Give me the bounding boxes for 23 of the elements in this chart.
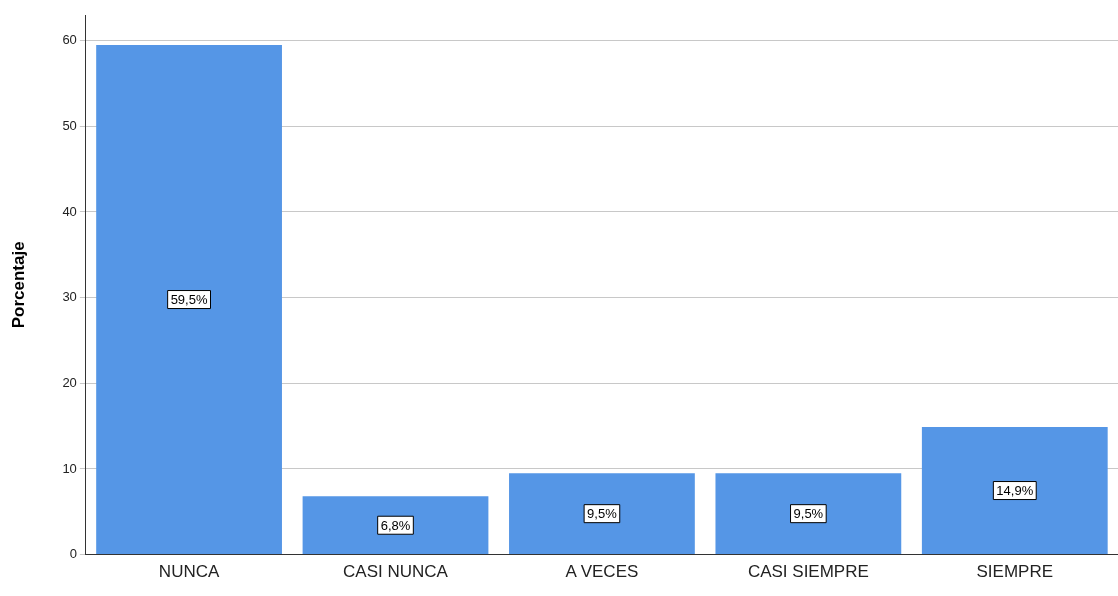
bar (96, 44, 282, 555)
bar (302, 496, 489, 555)
y-tick-label: 20 (62, 374, 77, 390)
bar (509, 473, 695, 555)
y-tick-label: 60 (62, 32, 77, 48)
bar (715, 473, 902, 555)
x-tick-label: CASI NUNCA (343, 562, 449, 582)
y-tick-label: 0 (69, 546, 77, 562)
y-tick-label: 50 (62, 117, 77, 133)
data-label: 9,5% (793, 506, 824, 522)
y-tick-label: 40 (62, 203, 77, 219)
x-tick-label: CASI SIEMPRE (747, 562, 869, 582)
data-label: 14,9% (996, 483, 1034, 499)
y-tick-label: 30 (62, 289, 77, 305)
data-label: 9,5% (587, 506, 618, 522)
bar (921, 426, 1108, 555)
y-tick-label: 10 (62, 460, 77, 476)
x-tick-label: NUNCA (158, 562, 220, 582)
x-tick-label: SIEMPRE (976, 562, 1054, 582)
data-label: 59,5% (170, 292, 208, 308)
y-axis-title: Porcentaje (8, 241, 28, 329)
data-label: 6,8% (380, 517, 411, 533)
x-tick-label: A VECES (565, 562, 639, 582)
